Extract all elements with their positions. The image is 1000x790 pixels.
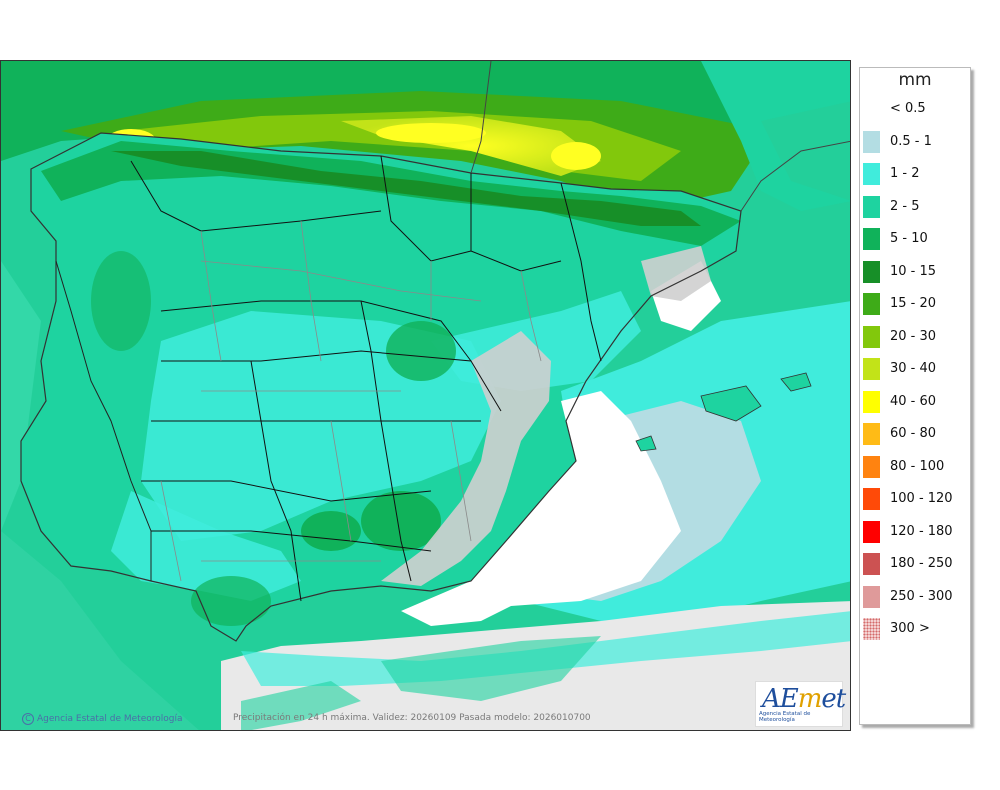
legend-swatch bbox=[863, 325, 880, 348]
legend-item: 300 > bbox=[860, 618, 970, 640]
precipitation-map bbox=[0, 60, 851, 731]
legend-swatch bbox=[863, 618, 880, 640]
legend-label: 0.5 - 1 bbox=[890, 133, 932, 149]
legend-item: 1 - 2 bbox=[860, 163, 970, 185]
legend-swatch bbox=[863, 585, 880, 608]
legend-label: 250 - 300 bbox=[890, 588, 953, 604]
legend-label: 30 - 40 bbox=[890, 361, 937, 376]
legend-label: < 0.5 bbox=[890, 101, 926, 116]
legend-item: 2 - 5 bbox=[860, 195, 970, 218]
legend-unit: mm bbox=[898, 70, 932, 90]
legend-item: < 0.5 bbox=[860, 98, 970, 120]
legend-swatch bbox=[863, 455, 880, 478]
copyright-icon: C bbox=[22, 713, 34, 725]
precipitation-legend: mm < 0.5 0.5 - 1 1 - 2 2 - 5 5 - 10 10 - 15 15… bbox=[859, 67, 971, 725]
legend-label: 5 - 10 bbox=[890, 231, 928, 246]
legend-swatch bbox=[863, 98, 880, 120]
legend-item: 60 - 80 bbox=[860, 423, 970, 445]
legend-swatch bbox=[863, 520, 880, 543]
legend-item: 100 - 120 bbox=[860, 488, 970, 510]
legend-label: 60 - 80 bbox=[890, 426, 937, 441]
logo-wordmark: AEmet bbox=[762, 684, 846, 714]
legend-swatch bbox=[863, 260, 880, 283]
legend-swatch bbox=[863, 488, 880, 510]
legend-label: 20 - 30 bbox=[890, 328, 937, 344]
legend-item: 180 - 250 bbox=[860, 553, 970, 575]
legend-swatch bbox=[863, 423, 880, 445]
legend-item: 40 - 60 bbox=[860, 390, 970, 413]
legend-label: 100 - 120 bbox=[890, 491, 953, 506]
legend-label: 1 - 2 bbox=[890, 166, 920, 181]
legend-swatch bbox=[863, 293, 880, 315]
legend-item: 0.5 - 1 bbox=[860, 130, 970, 153]
legend-label: 300 > bbox=[890, 621, 930, 636]
map-caption: Precipitación en 24 h máxima. Validez: 2… bbox=[233, 713, 591, 723]
legend-label: 180 - 250 bbox=[890, 556, 953, 571]
legend-item: 120 - 180 bbox=[860, 520, 970, 543]
legend-swatch bbox=[863, 358, 880, 380]
legend-item: 15 - 20 bbox=[860, 293, 970, 315]
legend-swatch bbox=[863, 228, 880, 250]
legend-swatch bbox=[863, 553, 880, 575]
legend-label: 2 - 5 bbox=[890, 198, 920, 214]
legend-item: 250 - 300 bbox=[860, 585, 970, 608]
legend-swatch bbox=[863, 130, 880, 153]
aemet-logo: AEmet Agencia Estatal de Meteorología bbox=[755, 681, 846, 727]
legend-swatch bbox=[863, 195, 880, 218]
agency-credit: C Agencia Estatal de Meteorología bbox=[22, 713, 183, 725]
legend-item: 30 - 40 bbox=[860, 358, 970, 380]
legend-label: 120 - 180 bbox=[890, 523, 953, 539]
legend-item: 10 - 15 bbox=[860, 260, 970, 283]
legend-item: 80 - 100 bbox=[860, 455, 970, 478]
legend-label: 15 - 20 bbox=[890, 296, 937, 311]
legend-label: 40 - 60 bbox=[890, 393, 937, 409]
legend-swatch bbox=[863, 163, 880, 185]
logo-subtitle: Agencia Estatal de Meteorología bbox=[759, 711, 811, 723]
agency-credit-text: Agencia Estatal de Meteorología bbox=[37, 714, 183, 724]
legend-item: 5 - 10 bbox=[860, 228, 970, 250]
legend-swatch bbox=[863, 390, 880, 413]
legend-item: 20 - 30 bbox=[860, 325, 970, 348]
legend-label: 80 - 100 bbox=[890, 458, 945, 474]
legend-label: 10 - 15 bbox=[890, 263, 937, 279]
